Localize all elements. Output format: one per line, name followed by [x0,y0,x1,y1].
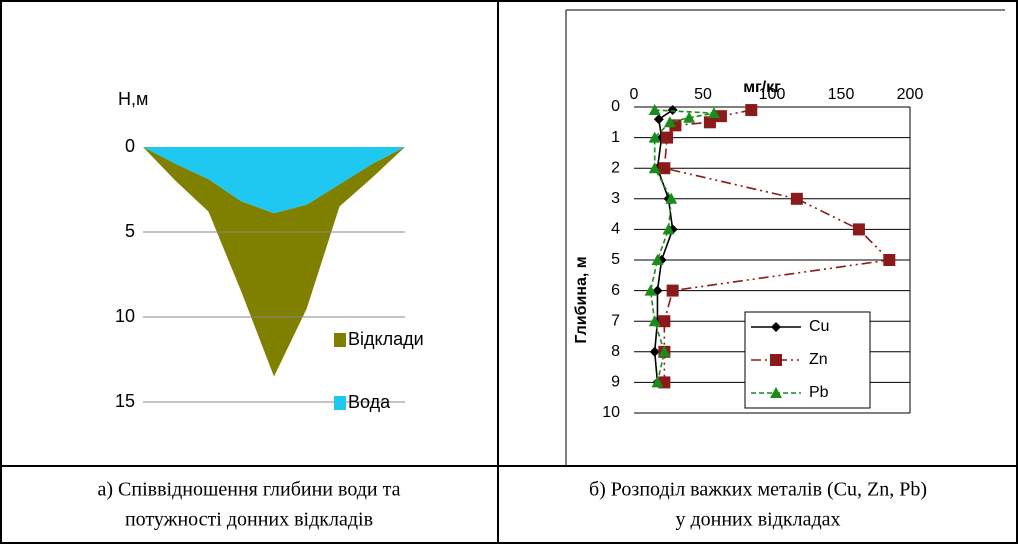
x-tick-label: 150 [828,86,855,103]
y-tick-label: 5 [611,251,620,268]
y-tick-label: 6 [611,282,620,299]
legend-label: Cu [809,318,829,335]
y-tick-label: 7 [611,312,620,329]
y-tick-label: 2 [611,159,620,176]
marker [654,114,664,124]
x-tick-label: 200 [897,86,924,103]
document: а) Співвідношення глибини води та потужн… [0,0,1018,544]
legend-swatch [334,396,346,410]
y-tick-label: 1 [611,129,620,146]
caption: у донних відкладах [675,509,840,531]
x-tick-label: 100 [759,86,786,103]
page: {"chart_data": [ {"type": "area", "stack… [0,0,1018,544]
caption: б) Розподіл важких металів (Cu, Zn, Pb) [589,479,927,501]
x-tick-label: 50 [694,86,712,103]
y-tick-label: 0 [125,136,135,156]
y-tick-label: 15 [115,391,135,411]
y-tick-label: 0 [611,98,620,115]
legend-swatch [334,333,346,347]
caption: потужності донних відкладів [125,509,373,531]
y-tick-label: 3 [611,190,620,207]
y-tick-label: 8 [611,343,620,360]
table-border [1,1,1017,543]
y-axis-label: Н,м [118,89,148,109]
legend-label: Zn [809,351,828,368]
marker [883,254,895,266]
marker [650,347,660,357]
y-tick-label: 10 [115,306,135,326]
legend-label: Відклади [348,329,424,349]
legend-marker [770,354,782,366]
caption: а) Співвідношення глибини води та [98,479,401,501]
marker [791,193,803,205]
y-axis-label: Глибина, м [573,256,590,343]
y-tick-label: 10 [602,404,620,421]
legend-label: Pb [809,384,829,401]
y-tick-label: 5 [125,221,135,241]
y-tick-label: 9 [611,374,620,391]
marker [745,104,757,116]
x-tick-label: 0 [630,86,639,103]
marker [667,285,679,297]
y-tick-label: 4 [611,221,620,238]
legend-label: Вода [348,392,391,412]
marker [853,223,865,235]
series-line [655,110,673,382]
marker [661,132,673,144]
